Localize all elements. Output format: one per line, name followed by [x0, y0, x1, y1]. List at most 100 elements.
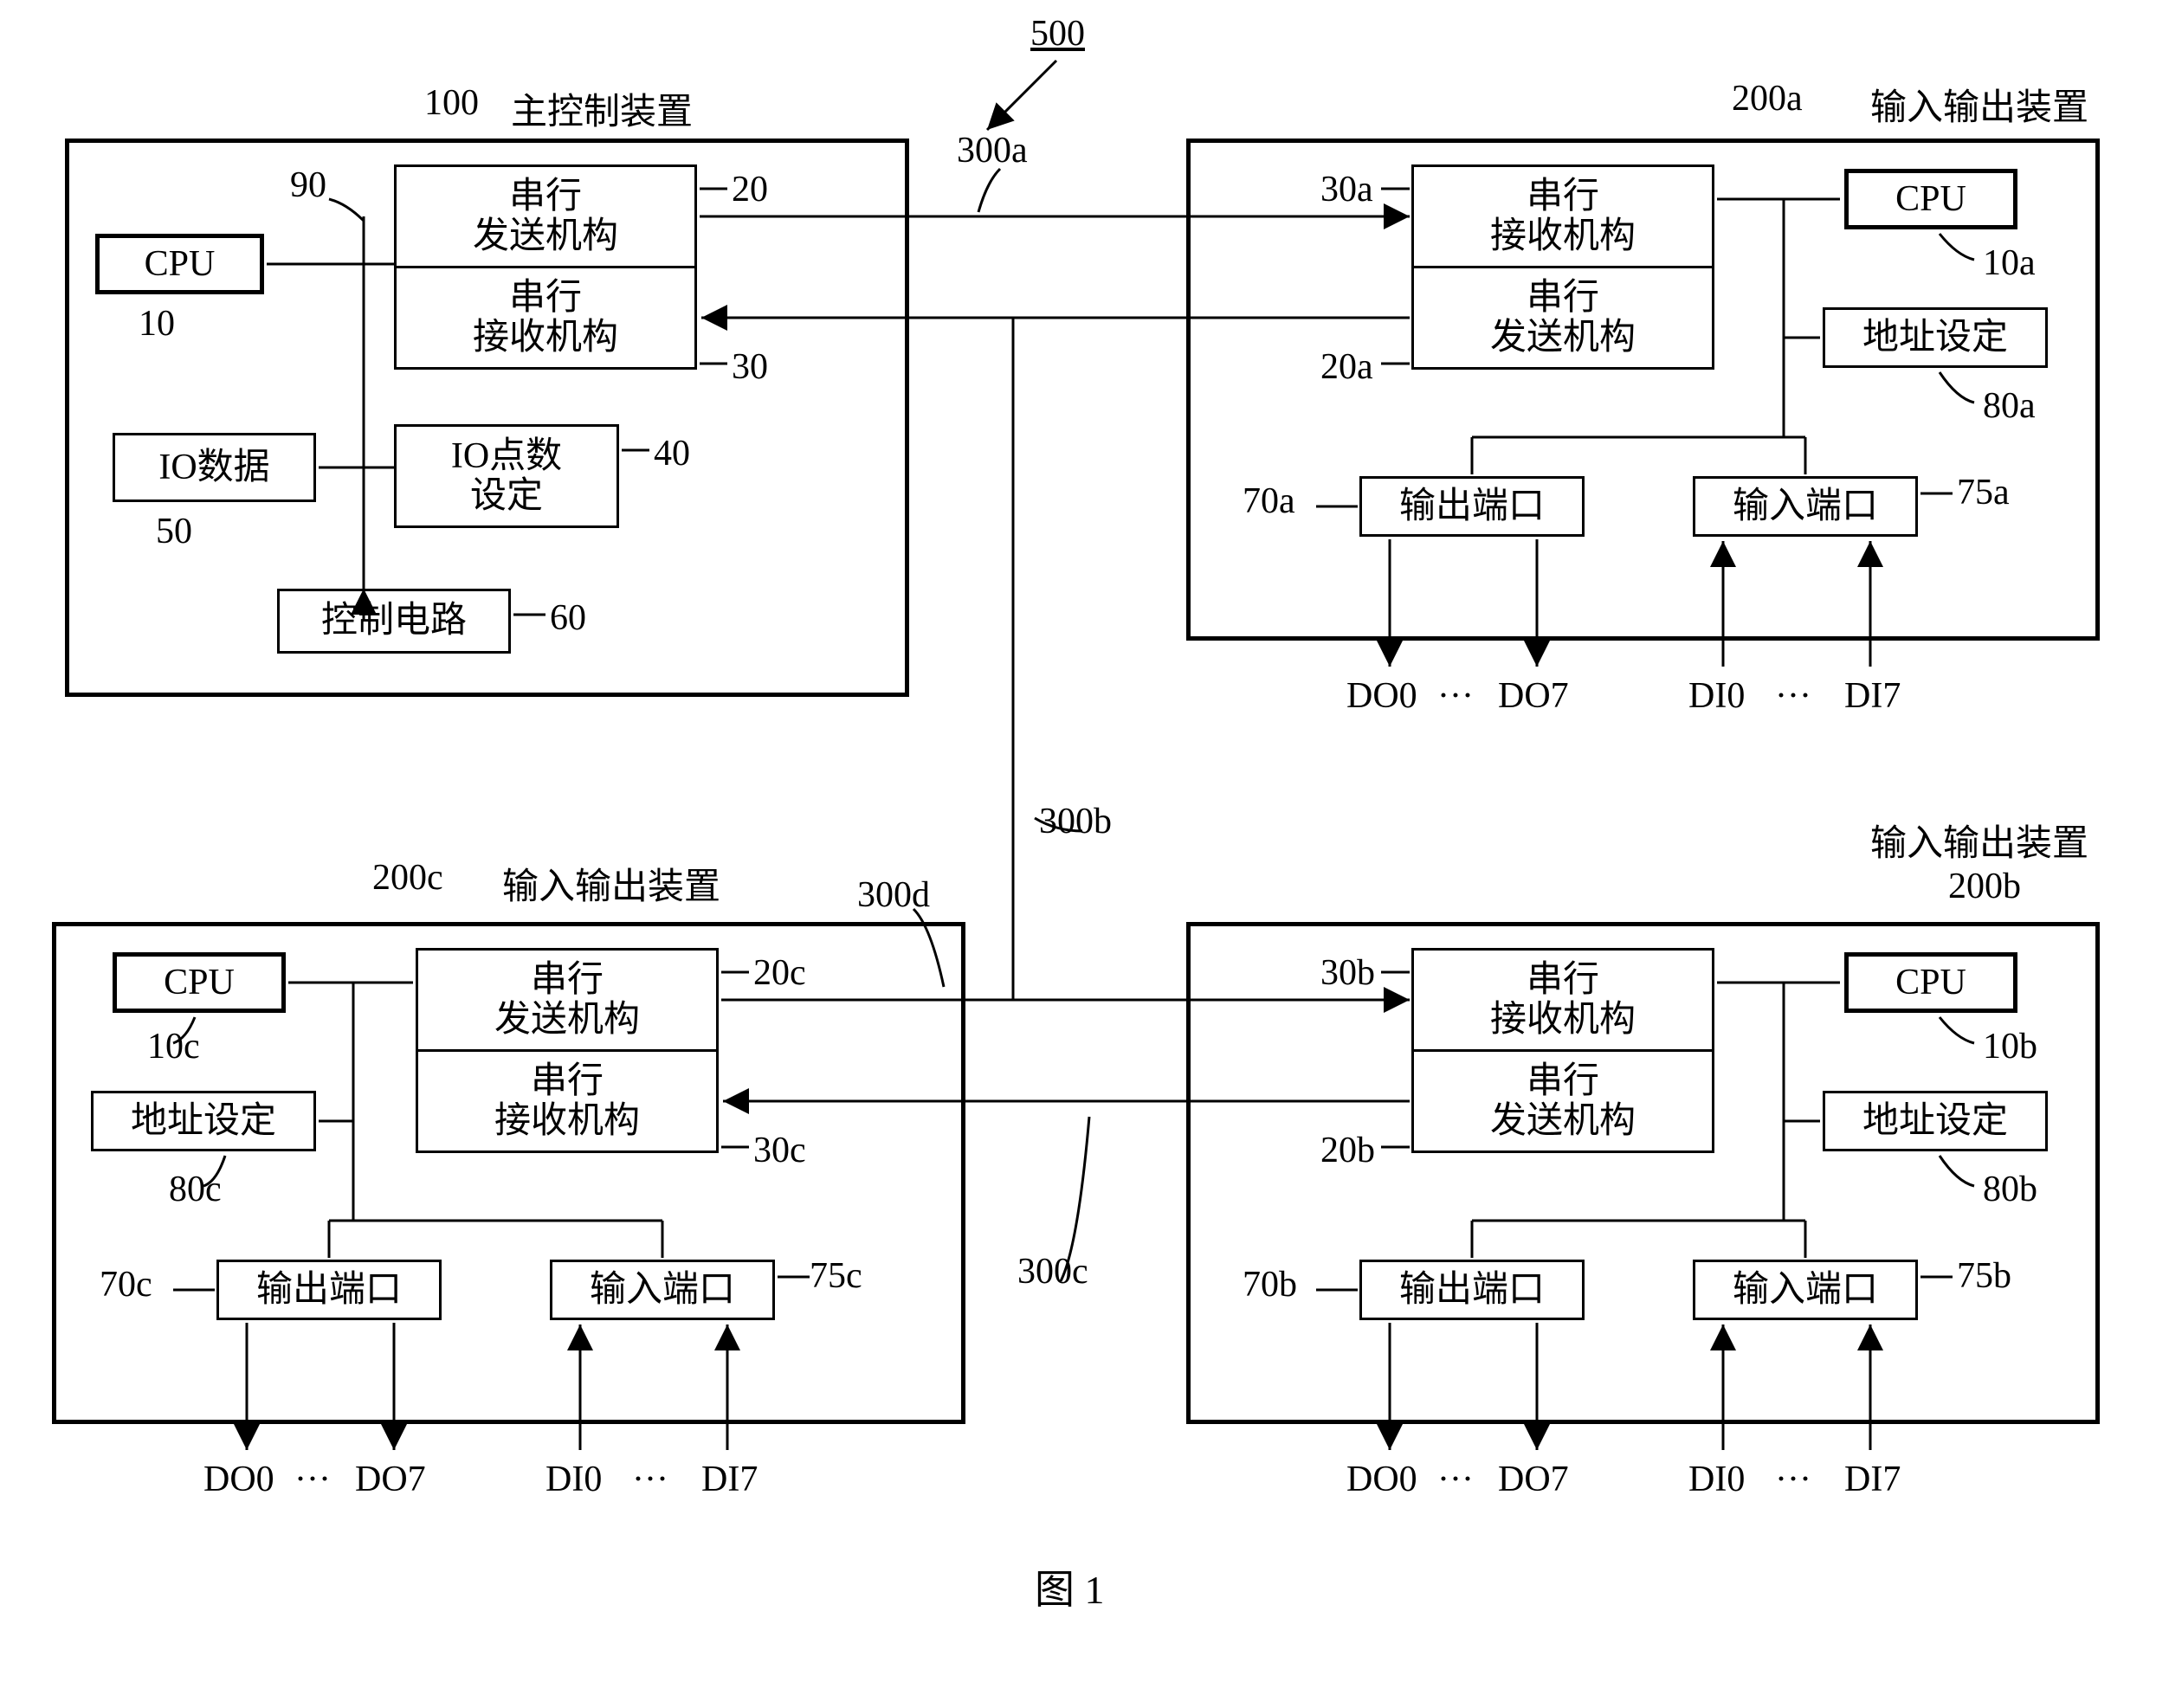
a-serial-rx-box: 串行接收机构: [1411, 164, 1714, 268]
a-do7: DO7: [1498, 675, 1569, 717]
b-do-dots: ···: [1437, 1459, 1474, 1500]
a-outport-box: 输出端口: [1359, 476, 1585, 537]
a-di-dots: ···: [1775, 675, 1811, 717]
c-tx-l2: 发送机构: [494, 1000, 640, 1040]
c-di0: DI0: [545, 1459, 602, 1500]
a-do0: DO0: [1346, 675, 1417, 717]
a-tx-l2: 发送机构: [1490, 318, 1636, 358]
a-rx-l2: 接收机构: [1490, 216, 1636, 256]
c-cpu-label: CPU: [164, 963, 235, 1002]
c-cpu-box: CPU: [113, 952, 286, 1013]
b-cpu-label: CPU: [1895, 963, 1966, 1002]
b-do0: DO0: [1346, 1459, 1417, 1500]
diagram-canvas: 500 100 主控制装置 CPU 10 串行发送机构 串行接收机构 IO数据 …: [0, 0, 2169, 1708]
link-d-ref: 300d: [857, 874, 930, 916]
b-tx-ref: 20b: [1320, 1130, 1375, 1171]
b-outport-ref: 70b: [1243, 1264, 1297, 1305]
a-title: 输入输出装置: [1870, 78, 2088, 131]
system-ref-label: 500: [1030, 13, 1085, 55]
b-title: 输入输出装置: [1870, 814, 2088, 867]
b-do7: DO7: [1498, 1459, 1569, 1500]
c-rx-ref: 30c: [753, 1130, 806, 1171]
c-tx-ref: 20c: [753, 952, 806, 994]
a-cpu-label: CPU: [1895, 179, 1966, 219]
c-do-dots: ···: [294, 1459, 331, 1500]
b-addr-box: 地址设定: [1823, 1091, 2048, 1151]
a-inport-box: 输入端口: [1693, 476, 1918, 537]
c-ref: 200c: [372, 857, 443, 899]
b-serial-rx-box: 串行接收机构: [1411, 948, 1714, 1052]
b-ref: 200b: [1948, 866, 2021, 907]
a-cpu-box: CPU: [1844, 169, 2017, 229]
c-inport-box: 输入端口: [550, 1260, 775, 1320]
main-tx-ref: 20: [732, 169, 768, 210]
main-ctrl-label: 控制电路: [321, 601, 467, 641]
c-do0: DO0: [203, 1459, 274, 1500]
link-a-ref: 300a: [957, 130, 1028, 171]
main-bus-ref: 90: [290, 164, 326, 206]
a-outport-label: 输出端口: [1399, 487, 1545, 526]
a-do-dots: ···: [1437, 675, 1474, 717]
main-cpu-box: CPU: [95, 234, 264, 294]
main-iopoints-ref: 40: [654, 433, 690, 474]
main-iopoints-box: IO点数设定: [394, 424, 619, 528]
main-iodata-box: IO数据: [113, 433, 316, 502]
a-outport-ref: 70a: [1243, 480, 1295, 522]
a-di0: DI0: [1688, 675, 1745, 717]
main-iodata-ref: 50: [156, 511, 192, 552]
c-rx-l2: 接收机构: [494, 1101, 640, 1141]
a-rx-l1: 串行: [1527, 177, 1599, 216]
main-cpu-ref: 10: [139, 303, 175, 345]
main-ref: 100: [424, 82, 479, 124]
a-addr-ref: 80a: [1983, 385, 2036, 427]
main-tx-l2: 发送机构: [473, 216, 618, 256]
b-tx-l2: 发送机构: [1490, 1101, 1636, 1141]
b-inport-ref: 75b: [1957, 1255, 2011, 1297]
b-serial-tx-box: 串行发送机构: [1411, 1049, 1714, 1153]
b-rx-l1: 串行: [1527, 960, 1599, 1000]
a-addr-label: 地址设定: [1862, 318, 2008, 358]
main-serial-rx-box: 串行接收机构: [394, 266, 697, 370]
c-do7: DO7: [355, 1459, 426, 1500]
c-rx-l1: 串行: [531, 1061, 604, 1101]
b-di0: DI0: [1688, 1459, 1745, 1500]
main-iodata-label: IO数据: [158, 448, 269, 487]
b-addr-ref: 80b: [1983, 1169, 2037, 1210]
figure-caption: 图 1: [1035, 1558, 1105, 1615]
b-addr-label: 地址设定: [1862, 1101, 2008, 1141]
c-outport-box: 输出端口: [216, 1260, 442, 1320]
c-outport-ref: 70c: [100, 1264, 152, 1305]
c-outport-label: 输出端口: [256, 1270, 402, 1310]
main-iopoints-l1: IO点数: [451, 436, 562, 476]
b-di-dots: ···: [1775, 1459, 1811, 1500]
c-inport-label: 输入端口: [590, 1270, 735, 1310]
a-ref: 200a: [1732, 78, 1803, 119]
b-di7: DI7: [1844, 1459, 1901, 1500]
link-c-ref: 300c: [1017, 1251, 1088, 1292]
c-serial-tx-box: 串行发送机构: [416, 948, 719, 1052]
b-outport-box: 输出端口: [1359, 1260, 1585, 1320]
b-inport-label: 输入端口: [1733, 1270, 1878, 1310]
a-rx-ref: 30a: [1320, 169, 1373, 210]
c-cpu-ref: 10c: [147, 1026, 200, 1067]
main-cpu-label: CPU: [145, 244, 216, 284]
main-iopoints-l2: 设定: [470, 476, 543, 516]
a-addr-box: 地址设定: [1823, 307, 2048, 368]
c-di7: DI7: [701, 1459, 758, 1500]
b-rx-ref: 30b: [1320, 952, 1375, 994]
b-inport-box: 输入端口: [1693, 1260, 1918, 1320]
main-rx-ref: 30: [732, 346, 768, 388]
a-inport-label: 输入端口: [1733, 487, 1878, 526]
b-rx-l2: 接收机构: [1490, 1000, 1636, 1040]
c-title: 输入输出装置: [502, 857, 720, 910]
c-serial-rx-box: 串行接收机构: [416, 1049, 719, 1153]
c-tx-l1: 串行: [531, 960, 604, 1000]
b-outport-label: 输出端口: [1399, 1270, 1545, 1310]
b-cpu-box: CPU: [1844, 952, 2017, 1013]
main-ctrl-ref: 60: [550, 597, 586, 639]
a-cpu-ref: 10a: [1983, 242, 2036, 284]
link-b-ref: 300b: [1039, 801, 1112, 842]
main-rx-l1: 串行: [509, 278, 582, 318]
c-addr-label: 地址设定: [131, 1101, 276, 1141]
a-tx-ref: 20a: [1320, 346, 1373, 388]
